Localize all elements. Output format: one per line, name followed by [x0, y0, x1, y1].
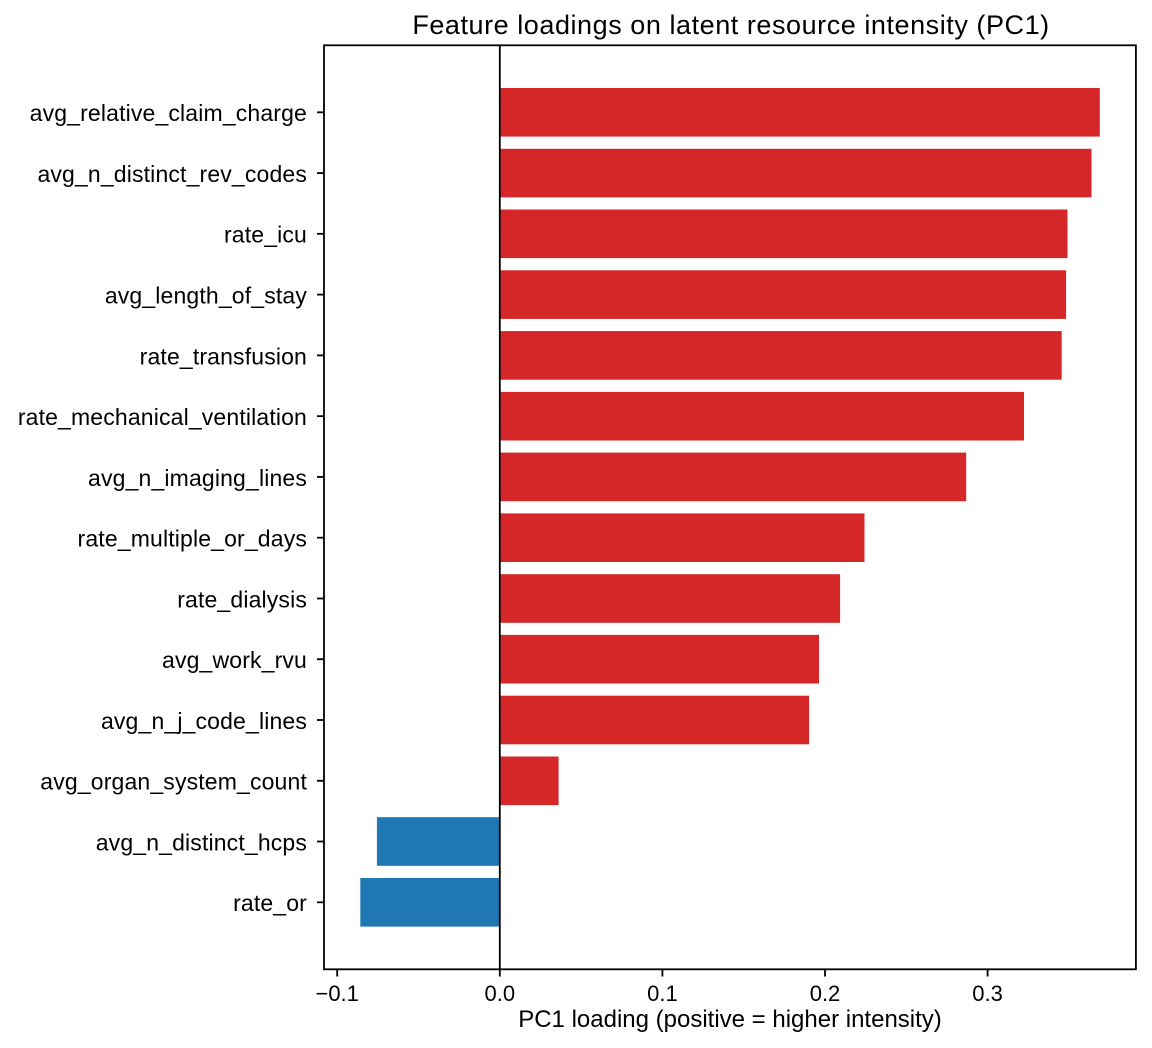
- svg-text:Feature loadings on latent res: Feature loadings on latent resource inte…: [412, 10, 1049, 40]
- svg-text:rate_multiple_or_days: rate_multiple_or_days: [78, 526, 307, 552]
- svg-text:avg_n_distinct_rev_codes: avg_n_distinct_rev_codes: [37, 161, 307, 187]
- svg-text:0.3: 0.3: [972, 981, 1003, 1006]
- svg-text:avg_work_rvu: avg_work_rvu: [162, 647, 307, 673]
- svg-text:0.1: 0.1: [647, 981, 678, 1006]
- svg-text:−0.1: −0.1: [315, 981, 358, 1006]
- svg-text:rate_dialysis: rate_dialysis: [177, 586, 307, 612]
- svg-text:0.2: 0.2: [810, 981, 841, 1006]
- svg-text:avg_length_of_stay: avg_length_of_stay: [105, 283, 308, 309]
- svg-text:PC1 loading (positive = higher: PC1 loading (positive = higher intensity…: [518, 1006, 942, 1033]
- svg-text:rate_or: rate_or: [233, 890, 307, 916]
- svg-text:rate_icu: rate_icu: [224, 222, 307, 248]
- svg-text:0.0: 0.0: [485, 981, 516, 1006]
- svg-text:avg_n_imaging_lines: avg_n_imaging_lines: [88, 465, 307, 491]
- svg-text:avg_n_j_code_lines: avg_n_j_code_lines: [101, 708, 307, 734]
- svg-text:rate_mechanical_ventilation: rate_mechanical_ventilation: [18, 404, 307, 430]
- svg-text:avg_organ_system_count: avg_organ_system_count: [40, 769, 307, 795]
- svg-text:avg_n_distinct_hcps: avg_n_distinct_hcps: [96, 829, 307, 855]
- svg-text:rate_transfusion: rate_transfusion: [140, 343, 307, 369]
- svg-text:avg_relative_claim_charge: avg_relative_claim_charge: [30, 100, 307, 126]
